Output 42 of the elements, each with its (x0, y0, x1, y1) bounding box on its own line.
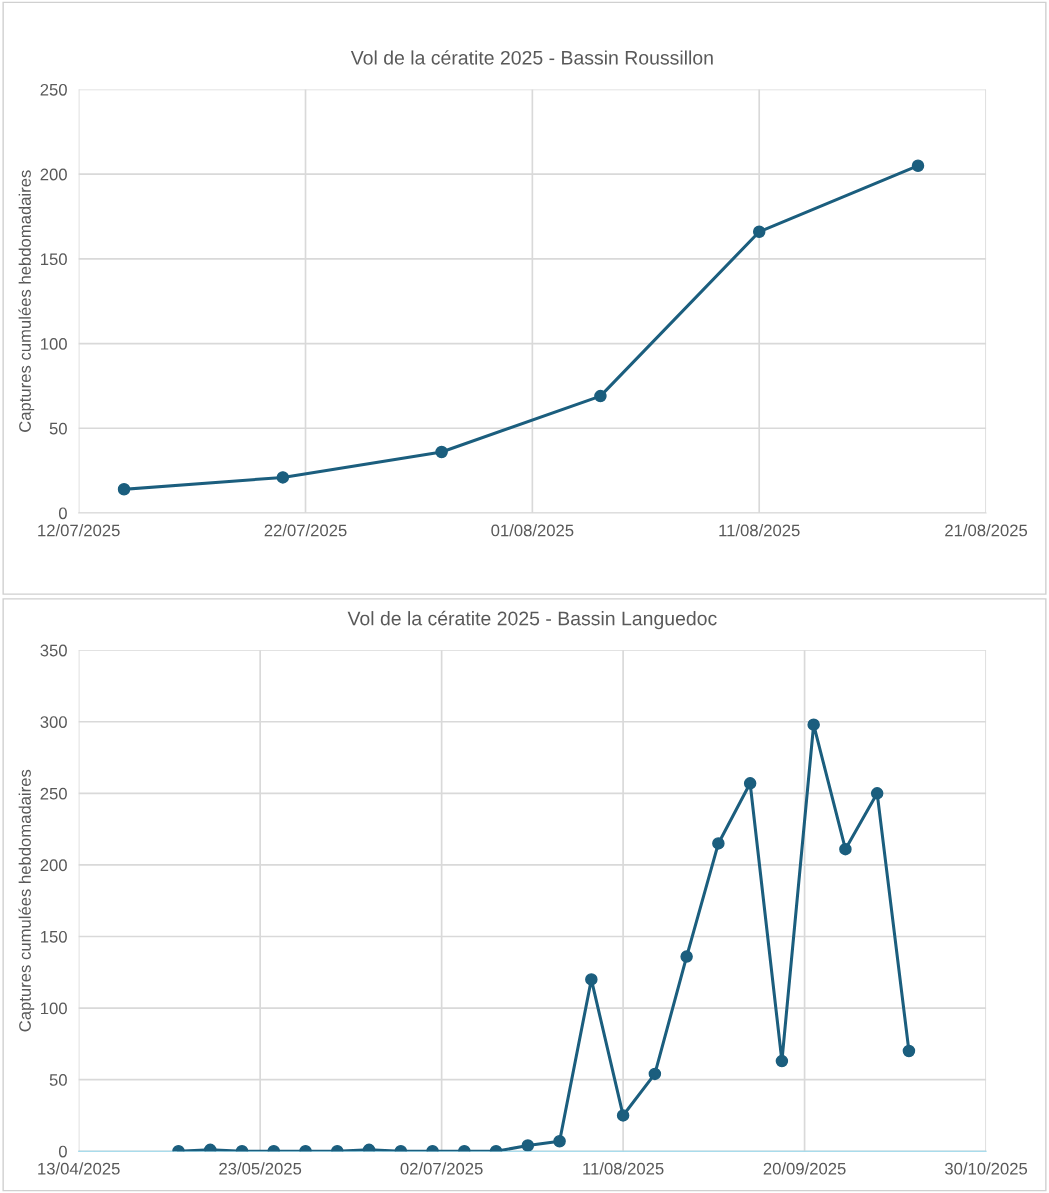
point (117, 483, 131, 496)
point (585, 973, 598, 986)
point (807, 718, 820, 731)
y-tick-label: 150 (41, 930, 67, 943)
y-tick-label: 150 (41, 253, 67, 266)
x-tick-label: 30/10/2025 (944, 1162, 1028, 1175)
y-tick-label: 100 (41, 337, 67, 350)
point (839, 842, 852, 856)
point (680, 950, 693, 963)
y-tick-label: 0 (58, 1145, 67, 1158)
y-tick-label: 50 (49, 422, 67, 435)
point (712, 837, 725, 850)
chart-title: Vol de la cératite 2025 - Bassin Languedoc (347, 610, 717, 630)
point (594, 389, 607, 403)
x-tick-label: 11/08/2025 (583, 1162, 664, 1175)
y-tick-label: 350 (40, 644, 67, 657)
point (435, 445, 448, 459)
x-tick-label: 13/04/2025 (38, 1162, 120, 1175)
y-tick-label: 250 (40, 83, 67, 96)
y-tick-label: 0 (58, 507, 67, 520)
x-tick-label: 21/08/2025 (945, 524, 1028, 537)
y-tick-label: 50 (49, 1074, 67, 1086)
chart-title: Vol de la cératite 2025 - Bassin Roussillon (350, 50, 713, 65)
x-tick-label: 20/09/2025 (763, 1162, 846, 1175)
point (752, 225, 766, 239)
y-tick-label: 200 (40, 859, 67, 872)
x-tick-label: 11/08/2025 (719, 524, 800, 537)
y-tick-label: 100 (41, 1002, 67, 1015)
x-tick-label: 01/08/2025 (491, 524, 574, 537)
point (911, 159, 925, 172)
x-tick-label: 23/05/2025 (219, 1162, 302, 1175)
y-axis-title: Captures cumulées hebdomadaires (18, 769, 35, 1032)
y-axis-title: Captures cumulées hebdomadaires (18, 170, 35, 432)
y-tick-label: 250 (40, 787, 67, 800)
x-tick-label: 02/07/2025 (400, 1162, 483, 1175)
y-tick-label: 300 (40, 716, 67, 728)
point (743, 777, 757, 790)
point (276, 471, 290, 484)
x-tick-label: 12/07/2025 (38, 524, 120, 537)
x-tick-label: 22/07/2025 (264, 524, 347, 537)
point (870, 787, 884, 800)
y-tick-label: 200 (40, 168, 67, 181)
